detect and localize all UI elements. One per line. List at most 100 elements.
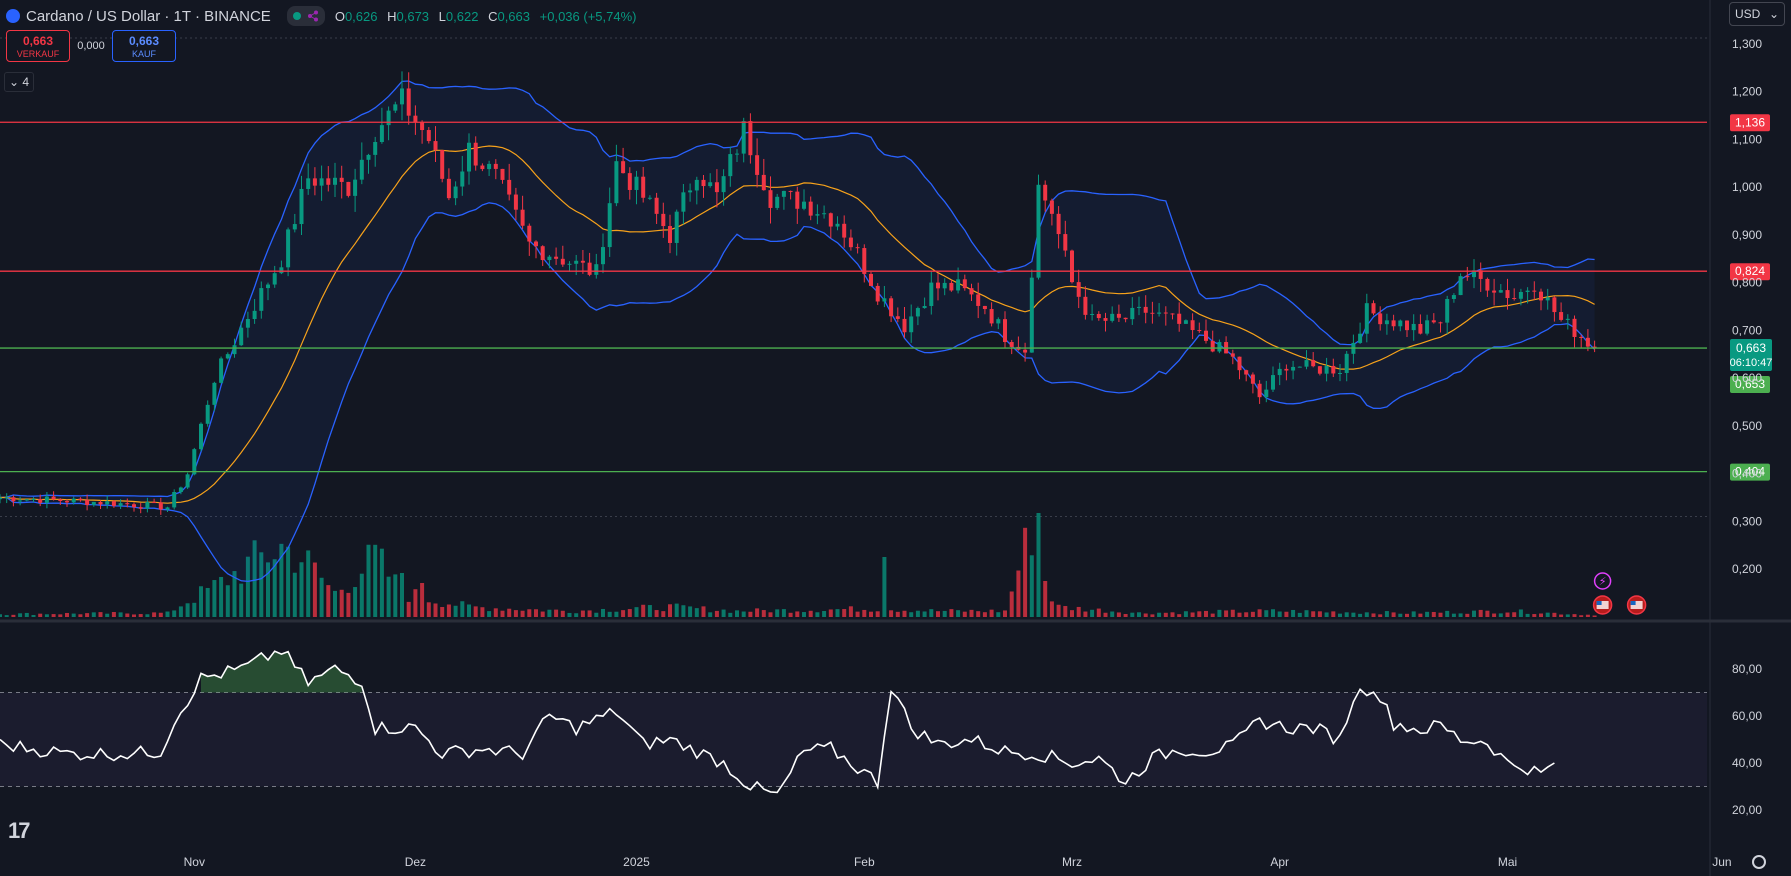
time-tick-label: Jun xyxy=(1712,855,1731,869)
volume-bar xyxy=(574,613,579,617)
candle-body xyxy=(956,279,961,291)
volume-bar xyxy=(1210,613,1215,617)
volume-bar xyxy=(91,612,96,617)
market-status[interactable] xyxy=(286,6,325,26)
volume-bar xyxy=(225,585,230,617)
candle-body xyxy=(272,273,277,285)
volume-bar xyxy=(266,562,270,617)
lightning-event-icon xyxy=(1593,572,1612,590)
candle-body xyxy=(1565,318,1570,320)
volume-bar xyxy=(1016,570,1021,617)
chart-title[interactable]: Cardano / US Dollar · 1T · BINANCE xyxy=(26,7,271,25)
candle-body xyxy=(862,248,867,274)
volume-bar xyxy=(1183,611,1188,617)
volume-bar xyxy=(433,603,438,617)
volume-bar xyxy=(587,610,592,617)
candle-body xyxy=(1398,320,1403,327)
tradingview-logo[interactable]: 17 xyxy=(8,818,31,843)
volume-bar xyxy=(694,608,699,617)
candle-body xyxy=(333,177,337,185)
volume-bar xyxy=(346,592,351,617)
volume-bar xyxy=(38,613,43,617)
volume-bar xyxy=(1498,613,1503,617)
candle-body xyxy=(145,502,150,509)
candle-body xyxy=(205,404,210,424)
candle-body xyxy=(1023,349,1028,353)
candle-body xyxy=(306,178,311,189)
volume-bar xyxy=(487,611,492,617)
volume-bar xyxy=(205,587,210,617)
candle-body xyxy=(1478,270,1483,279)
candle-body xyxy=(594,264,599,275)
price-tick-label: 0,900 xyxy=(1732,228,1762,242)
candle-body xyxy=(1143,306,1148,313)
indicators-toggle[interactable]: ⌄ 4 xyxy=(4,72,34,92)
volume-bar xyxy=(982,612,987,617)
flag-stripes xyxy=(1630,601,1643,609)
candle-body xyxy=(85,499,90,506)
resistance-label-box xyxy=(1730,114,1770,132)
volume-bar xyxy=(306,550,311,617)
volume-bar xyxy=(1230,609,1235,617)
candle-body xyxy=(1244,370,1249,375)
candle-body xyxy=(1498,290,1503,293)
volume-bar xyxy=(674,603,679,617)
trade-panel: 0,663 VERKAUF 0,000 0,663 KAUF xyxy=(6,30,176,62)
candle-body xyxy=(688,190,693,193)
volume-bar xyxy=(520,610,525,617)
candle-body xyxy=(1297,366,1302,368)
rsi-tick-label: 20,00 xyxy=(1732,803,1762,817)
volume-bar xyxy=(956,610,961,617)
event-markers[interactable]: ⚡ xyxy=(1592,572,1647,615)
volume-bar xyxy=(178,606,183,617)
volume-bar xyxy=(1297,612,1302,617)
candle-body xyxy=(694,179,699,191)
candle-body xyxy=(105,501,110,505)
resistance-label: 1,136 xyxy=(1735,115,1765,129)
candle-body xyxy=(875,285,880,302)
volume-bar xyxy=(1023,527,1028,617)
candle-body xyxy=(319,178,324,186)
horizontal-lines[interactable]: 1,136 0,824 0,653 0,404 0,663 06:10:47 xyxy=(0,114,1772,481)
volume-bar xyxy=(1277,611,1282,617)
volume-bar xyxy=(1056,604,1061,617)
buy-button[interactable]: 0,663 KAUF xyxy=(112,30,176,62)
rsi-overbought-fill xyxy=(201,651,362,693)
volume-bar xyxy=(420,583,425,617)
candle-body xyxy=(1344,353,1349,374)
candle-body xyxy=(1049,200,1054,214)
sma-line xyxy=(0,145,1595,504)
candle-body xyxy=(1029,277,1034,353)
volume-bar xyxy=(661,611,666,617)
volume-bar xyxy=(547,609,552,617)
volume-bar xyxy=(1344,612,1349,617)
candle-body xyxy=(701,179,706,187)
volume-bar xyxy=(326,585,331,617)
candle-body xyxy=(1257,383,1262,398)
volume-bar xyxy=(735,610,739,617)
volume-bar xyxy=(527,609,532,617)
flag-stripes xyxy=(1596,601,1609,609)
rsi-band xyxy=(0,692,1707,787)
sell-button[interactable]: 0,663 VERKAUF xyxy=(6,30,70,62)
candle-body xyxy=(1539,291,1543,301)
candle-body xyxy=(1003,319,1007,343)
volume-bar xyxy=(239,583,244,617)
volume-bar xyxy=(909,612,914,617)
candle-body xyxy=(748,121,753,156)
price-tick-label: 1,000 xyxy=(1732,180,1762,194)
candle-body xyxy=(78,498,83,500)
candle-body xyxy=(379,125,384,143)
volume-bar xyxy=(889,610,894,617)
settings-icon[interactable] xyxy=(1752,855,1766,869)
currency-select[interactable]: USD ⌄ xyxy=(1729,2,1785,26)
candle-body xyxy=(58,499,63,502)
volume-bar xyxy=(65,612,69,617)
candle-body xyxy=(788,190,793,192)
volume-bar xyxy=(929,609,934,617)
volume-bar xyxy=(272,559,277,617)
volume-bar xyxy=(58,614,63,617)
volume-bar xyxy=(761,610,766,617)
volume-bar xyxy=(1217,609,1222,617)
